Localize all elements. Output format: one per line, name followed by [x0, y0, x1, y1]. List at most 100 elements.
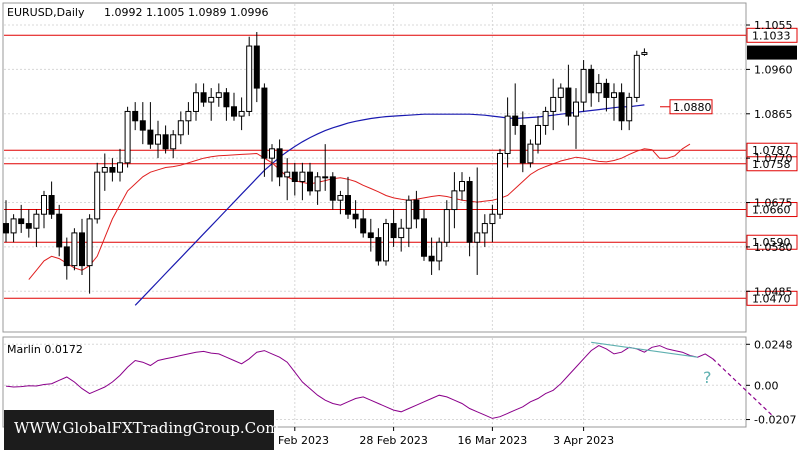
level-label: 1.0787	[752, 144, 791, 157]
candle	[322, 144, 329, 191]
candle-bear	[367, 232, 374, 239]
candle	[436, 237, 443, 271]
candle-bull	[405, 199, 412, 229]
candle	[603, 78, 610, 112]
candle-bull	[314, 176, 321, 192]
candle	[246, 36, 253, 117]
candle	[329, 172, 336, 210]
moving-averages	[28, 104, 691, 306]
candle-bear	[253, 45, 260, 89]
ma-red-line	[28, 143, 691, 280]
candle	[162, 125, 169, 154]
candle	[459, 172, 465, 201]
candle-bull	[215, 92, 222, 98]
ohlc-readout: 1.0992 1.1005 1.0989 1.0996	[104, 6, 268, 19]
candle	[132, 102, 139, 131]
candle	[504, 97, 511, 168]
candle-bull	[33, 213, 40, 229]
candle	[284, 158, 291, 201]
candle	[208, 88, 215, 121]
candle-bull	[337, 195, 344, 201]
candle	[63, 237, 70, 280]
level-label: 1.0590	[752, 236, 791, 249]
candle	[413, 190, 420, 229]
candle	[542, 106, 549, 135]
candle	[3, 200, 9, 243]
candle	[94, 162, 101, 224]
candle-bull	[580, 68, 587, 103]
candle-bull	[481, 223, 488, 234]
divergence-trendline	[591, 341, 698, 358]
candle	[595, 74, 602, 103]
candle-bear	[223, 92, 230, 108]
candle-bull	[86, 218, 93, 267]
candle-bear	[276, 148, 283, 178]
candle	[193, 83, 199, 121]
candle	[580, 60, 587, 112]
candle	[489, 204, 496, 243]
level-label: 1.0470	[752, 292, 791, 305]
candle-bear	[147, 129, 154, 145]
candle	[474, 167, 481, 275]
candle-bull	[535, 124, 541, 145]
candle-bull	[155, 134, 161, 145]
candle-bull	[626, 96, 633, 122]
x-tick-label: 3 Apr 2023	[553, 434, 614, 447]
candle	[307, 162, 313, 196]
candle	[451, 172, 458, 229]
candle	[139, 102, 146, 145]
candle	[519, 111, 526, 173]
candle-bear	[413, 199, 420, 220]
candle-bull	[497, 152, 503, 215]
candle	[497, 148, 503, 219]
candle-bear	[109, 167, 116, 173]
symbol-title: EURUSD,Daily	[7, 6, 85, 19]
candle	[565, 64, 572, 126]
indicator-title: Marlin 0.0172	[7, 343, 83, 356]
candle	[261, 83, 268, 177]
candle	[269, 144, 275, 182]
candle-bull	[170, 134, 177, 150]
candle-bull	[595, 82, 602, 94]
candle-bear	[231, 106, 237, 117]
y-tick-label: 1.0675	[754, 197, 793, 210]
level-label: 1.1033	[752, 29, 791, 42]
candle-bull	[489, 213, 496, 225]
candle-bear	[3, 223, 9, 234]
candle	[71, 228, 78, 271]
oscillator	[5, 341, 775, 419]
candle	[360, 209, 367, 238]
watermark-box	[4, 410, 274, 450]
y-tick-label: 1.0865	[754, 108, 793, 121]
candle-bull	[208, 96, 215, 103]
candle-bear	[352, 213, 359, 220]
candle	[557, 83, 564, 112]
candle	[383, 218, 389, 266]
candle-bull	[436, 241, 443, 262]
y-tick-label: 1.0770	[754, 152, 793, 165]
candle-bull	[246, 45, 253, 112]
level-tag	[746, 202, 798, 218]
candle	[390, 209, 397, 247]
candle-bear	[375, 237, 382, 262]
axes: 1.1055 1.0960 1.0865 1.0770 1.0675 1.0580 1.04…	[261, 19, 797, 447]
x-tick-label: 10 Feb 2023	[261, 434, 329, 447]
marker-label: 1.0880	[673, 101, 712, 114]
osc-y-tick-label: 0.0248	[754, 338, 793, 351]
y-tick-label: 1.1055	[754, 19, 793, 32]
candle	[512, 83, 519, 135]
candle-bull	[641, 52, 648, 55]
candle	[41, 190, 47, 229]
candle-bear	[428, 255, 435, 262]
candle	[124, 106, 131, 168]
candle-bull	[41, 195, 47, 215]
candle	[398, 218, 405, 252]
x-tick-label: 28 Feb 2023	[359, 434, 427, 447]
candle	[33, 209, 40, 247]
candle	[337, 190, 344, 215]
candle-bear	[466, 181, 473, 243]
candle-bear	[261, 87, 268, 159]
candle	[147, 102, 154, 149]
candle	[527, 139, 534, 168]
candle-bull	[542, 110, 549, 126]
